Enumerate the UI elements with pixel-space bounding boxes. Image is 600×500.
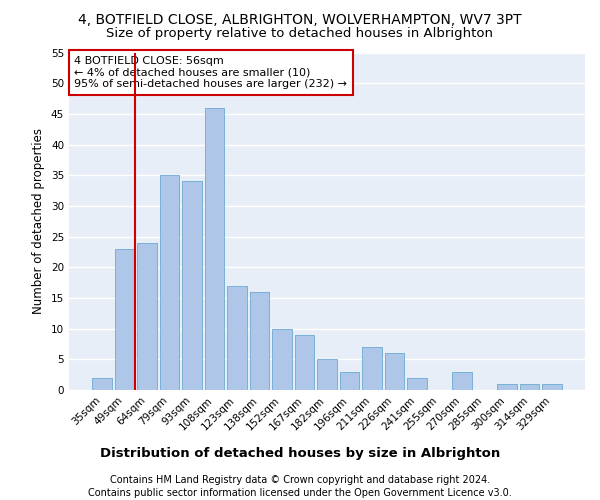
Text: 4 BOTFIELD CLOSE: 56sqm
← 4% of detached houses are smaller (10)
95% of semi-det: 4 BOTFIELD CLOSE: 56sqm ← 4% of detached… xyxy=(74,56,347,89)
Bar xyxy=(137,242,157,390)
Bar xyxy=(407,378,427,390)
Bar xyxy=(182,182,202,390)
Bar xyxy=(362,347,382,390)
Bar xyxy=(295,335,314,390)
Bar xyxy=(115,249,134,390)
Bar xyxy=(542,384,562,390)
Bar xyxy=(452,372,472,390)
Bar xyxy=(227,286,247,390)
Bar xyxy=(160,175,179,390)
Text: Distribution of detached houses by size in Albrighton: Distribution of detached houses by size … xyxy=(100,448,500,460)
Bar xyxy=(205,108,224,390)
Text: Contains HM Land Registry data © Crown copyright and database right 2024.: Contains HM Land Registry data © Crown c… xyxy=(110,475,490,485)
Bar xyxy=(385,353,404,390)
Bar xyxy=(92,378,112,390)
Bar xyxy=(497,384,517,390)
Text: Contains public sector information licensed under the Open Government Licence v3: Contains public sector information licen… xyxy=(88,488,512,498)
Bar xyxy=(520,384,539,390)
Y-axis label: Number of detached properties: Number of detached properties xyxy=(32,128,46,314)
Bar xyxy=(340,372,359,390)
Bar xyxy=(272,328,292,390)
Bar xyxy=(250,292,269,390)
Bar xyxy=(317,360,337,390)
Text: 4, BOTFIELD CLOSE, ALBRIGHTON, WOLVERHAMPTON, WV7 3PT: 4, BOTFIELD CLOSE, ALBRIGHTON, WOLVERHAM… xyxy=(78,12,522,26)
Text: Size of property relative to detached houses in Albrighton: Size of property relative to detached ho… xyxy=(107,28,493,40)
